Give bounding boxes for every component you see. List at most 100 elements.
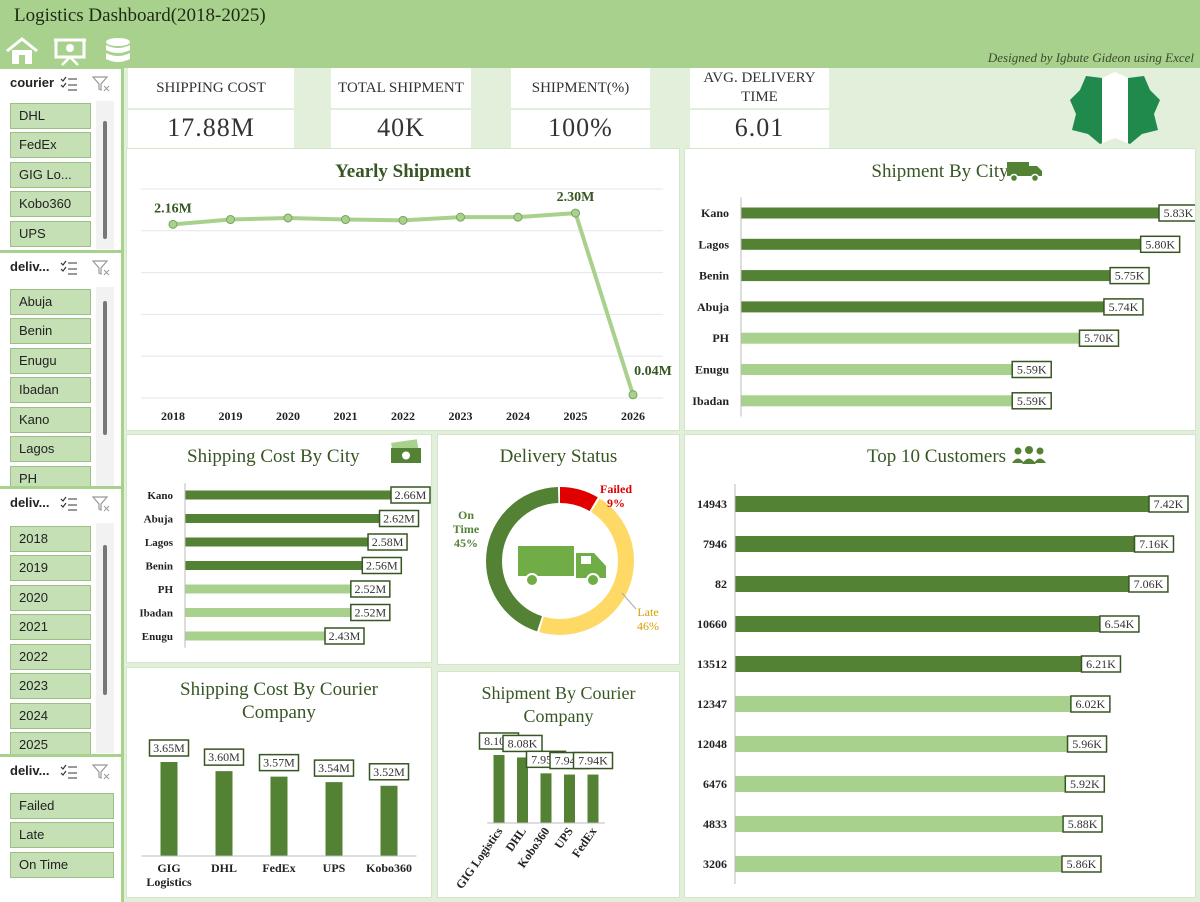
data-label-box [313,759,355,777]
clear-filter-icon[interactable] [92,764,110,780]
slicer-item-2025[interactable]: 2025 [10,732,91,756]
bar [741,301,1104,313]
data-label-box [1139,235,1181,254]
slicer-item-2023[interactable]: 2023 [10,673,91,699]
multi-select-icon[interactable] [60,260,78,276]
bar [185,561,363,570]
bar [735,656,1082,672]
slicer-scrollbar[interactable] [96,287,114,487]
data-label: 2.43M [329,629,361,643]
bar [493,755,505,823]
data-label-box [367,533,408,551]
slicer-item-2021[interactable]: 2021 [10,614,91,640]
delivery-status-chart: Failed 9% On Time 45% Late 46% [453,482,659,635]
slicer-item-late[interactable]: Late [10,822,114,848]
data-label: 5.59K [1017,394,1047,408]
multi-select-icon[interactable] [60,764,78,780]
truck-icon [1007,162,1042,183]
panel-shipping-cost-by-city: Shipping Cost By City Kano 2.66M Abuja 2.62… [126,434,432,663]
slicer-item-gig-logistics[interactable]: GIG Lo... [10,162,91,188]
data-label-box [350,603,391,622]
data-label: 2.56M [366,559,398,573]
category-label: 4833 [703,817,727,831]
x-tick-label: 2021 [334,409,358,423]
x-tick-label: Kobo360 [366,861,412,875]
slicer-item-dhl[interactable]: DHL [10,103,91,129]
data-point [226,215,235,225]
data-label-box [1109,266,1150,285]
multi-select-icon[interactable] [60,76,78,92]
slicer-item-2019[interactable]: 2019 [10,555,91,581]
data-label-box [1011,360,1052,379]
data-label: 5.92K [1070,777,1100,791]
header-bar: Logistics Dashboard(2018-2025) Designed … [0,0,1200,68]
chart-title: Top 10 Customers [867,446,1007,467]
slicer-item-on-time[interactable]: On Time [10,852,114,878]
slicer-item-kobo360[interactable]: Kobo360 [10,191,91,217]
category-label: 13512 [697,657,727,671]
category-label: PH [712,331,729,345]
slicer-item-abuja[interactable]: Abuja [10,289,91,315]
data-label: 2.58M [372,535,404,549]
slicer-item-enugu[interactable]: Enugu [10,348,91,374]
slicer-item-failed[interactable]: Failed [10,793,114,819]
data-label-box [1148,495,1189,513]
data-label: 0.04M [634,364,672,379]
category-label: Abuja [697,300,729,314]
data-label: 2.52M [354,582,386,596]
category-label: 14943 [697,497,727,511]
bar [735,856,1062,872]
bar [735,736,1068,752]
clear-filter-icon[interactable] [92,76,110,92]
on-time-percent: 45% [454,536,478,550]
database-icon[interactable] [100,36,136,66]
bar [160,762,178,856]
slicer-item-ups[interactable]: UPS [10,221,91,247]
slicer-item-benin[interactable]: Benin [10,318,91,344]
slicer-scrollbar[interactable] [96,523,114,753]
clear-filter-icon[interactable] [92,260,110,276]
slicer-item-2020[interactable]: 2020 [10,585,91,611]
data-label: 5.70K [1084,331,1114,345]
slicer-delivery-city: deliv... Abuja Benin Enugu Ibadan Kano L… [0,250,124,488]
slicer-item-fedex[interactable]: FedEx [10,132,91,158]
presentation-icon[interactable] [52,36,88,66]
donut-slice [486,487,634,635]
data-label-box [1078,329,1120,347]
slicer-item-2018[interactable]: 2018 [10,526,91,552]
on-time-label-line2: Time [453,522,480,536]
panel-shipment-by-city: Shipment By City Kano 5.83K Lagos 5.80K Beni… [684,148,1196,431]
home-icon[interactable] [4,36,40,66]
late-label: Late [637,605,658,619]
bar [741,238,1141,250]
slicer-scrollbar[interactable] [96,101,114,249]
bar [587,774,599,823]
slicer-item-2022[interactable]: 2022 [10,644,91,670]
category-label: Kano [147,490,173,502]
panel-shipment-by-courier: Shipment By Courier Company 8.10K GIG Log… [437,671,680,898]
slicer-item-ibadan[interactable]: Ibadan [10,377,91,403]
slicer-item-ph[interactable]: PH [10,466,91,488]
slicer-item-2024[interactable]: 2024 [10,703,91,729]
clear-filter-icon[interactable] [92,496,110,512]
bar [741,395,1013,407]
x-tick-label: FedEx [569,825,600,860]
data-label: 2.62M [383,512,415,526]
bar [185,584,351,594]
data-label: 5.80K [1145,237,1175,251]
multi-select-icon[interactable] [60,496,78,512]
x-tick-label: Logistics [146,875,192,889]
data-label-box [378,509,420,528]
data-label-box [258,753,300,772]
slicer-title: deliv... [10,495,50,510]
donut-slice [486,487,634,635]
slicer-item-kano[interactable]: Kano [10,407,91,433]
kpi-value: 6.01 [734,113,785,142]
data-label-box [361,556,403,575]
failed-label: Failed [600,482,632,496]
data-label-box [350,580,391,598]
data-point [341,215,350,225]
slicer-item-lagos[interactable]: Lagos [10,436,91,462]
category-label: 82 [715,577,727,591]
